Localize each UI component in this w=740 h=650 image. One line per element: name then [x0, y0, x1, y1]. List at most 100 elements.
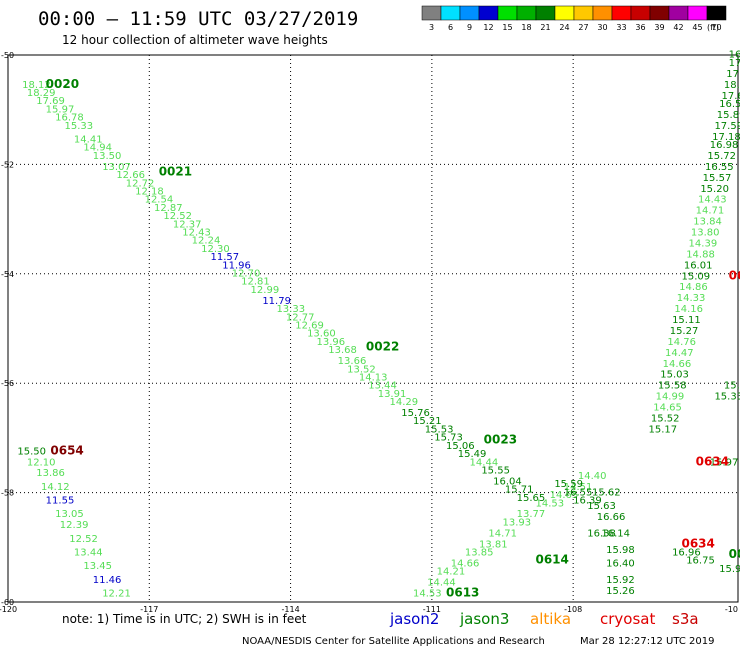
wave-height-value: 12.54 — [145, 195, 174, 206]
wave-height-value: 15.55 — [481, 465, 510, 476]
wave-height-value: 14.43 — [698, 195, 727, 206]
pass-time-label: 0023 — [484, 432, 517, 446]
wave-height-value: 14.71 — [696, 206, 725, 217]
x-tick-label: -114 — [282, 605, 300, 614]
colorbar-swatch — [478, 5, 499, 21]
wave-height-value: 12.10 — [27, 457, 56, 468]
wave-height-value: 16.66 — [597, 512, 626, 523]
wave-height-value: 15.65 — [517, 493, 546, 504]
wave-height-value: 16.78 — [55, 113, 84, 124]
wave-height-value: 14.47 — [665, 348, 694, 359]
wave-height-value: 15.89 — [717, 110, 740, 121]
wave-height-value: 12.70 — [232, 269, 261, 280]
wave-height-value: 17.18 — [712, 132, 740, 143]
wave-height-value: 14.65 — [550, 490, 579, 501]
chart-title: 00:00 – 11:59 UTC 03/27/2019 — [38, 8, 358, 30]
wave-height-value: 17.59 — [714, 121, 740, 132]
colorbar-swatch — [687, 5, 708, 21]
satellite-jason3: jason3 — [459, 610, 509, 628]
wave-height-value: 12.37 — [173, 219, 202, 230]
wave-height-value: 15.33 — [65, 121, 94, 132]
colorbar-swatch — [421, 5, 442, 21]
wave-height-value: 14.99 — [656, 392, 685, 403]
wave-height-value: 11.79 — [262, 296, 291, 307]
satellite-jason2: jason2 — [389, 610, 439, 628]
pass-time-label: 0634 — [681, 536, 714, 550]
wave-height-value: 14.76 — [667, 337, 696, 348]
wave-height-value: 16.14 — [601, 528, 630, 539]
x-tick-label: -117 — [140, 605, 158, 614]
pass-time-label: 063 — [729, 268, 740, 282]
wave-height-value: 15.49 — [458, 449, 487, 460]
wave-height-value: 15.76 — [401, 408, 430, 419]
colorbar-swatch — [497, 5, 518, 21]
wave-height-value: 13.84 — [693, 217, 722, 228]
wave-height-value: 15.57 — [703, 173, 732, 184]
pass-time-label: 0634 — [696, 454, 729, 468]
wave-height-value: 14.13 — [359, 372, 388, 383]
colorbar-legend: 3 6 9 12 15 18 21 24 27 30 33 36 39 42 45 70 — [421, 5, 727, 32]
colorbar-unit: (ft) — [707, 23, 719, 32]
wave-height-value: 16.75 — [686, 556, 715, 567]
wave-height-value: 13.66 — [338, 356, 367, 367]
wave-height-value: 13.44 — [74, 548, 103, 559]
wave-height-value: 15.27 — [670, 326, 699, 337]
colorbar-label: 9 — [467, 23, 472, 32]
wave-height-value: 14.44 — [470, 457, 499, 468]
wave-height-value: 13.93 — [503, 517, 532, 528]
wave-height-value: 11.96 — [222, 260, 251, 271]
wave-height-value: 14.16 — [674, 304, 703, 315]
wave-height-value: 15.21 — [413, 416, 442, 427]
wave-height-value: 15.97 — [46, 104, 75, 115]
wave-height-value: 16.40 — [606, 558, 635, 569]
wave-height-value: 13.96 — [316, 337, 345, 348]
wave-height-value: 15.17 — [649, 424, 678, 435]
wave-height-value: 13.86 — [36, 468, 65, 479]
wave-height-value: 17.62 — [722, 91, 740, 102]
colorbar-label: 12 — [483, 23, 493, 32]
wave-height-value: 15.71 — [505, 485, 534, 496]
colorbar-swatch — [649, 5, 670, 21]
colorbar-label: 15 — [502, 23, 512, 32]
wave-height-value: 12.66 — [116, 170, 145, 181]
wave-height-value: 14.71 — [488, 528, 517, 539]
colorbar-label: 6 — [448, 23, 453, 32]
wave-height-value: 13.50 — [93, 151, 122, 162]
wave-height-value: 15.59 — [554, 479, 583, 490]
pass-time-label: 0614 — [535, 553, 568, 567]
wave-height-value: 12.39 — [60, 520, 89, 531]
colorbar-swatch — [668, 5, 689, 21]
wave-height-value: 16.98 — [710, 140, 739, 151]
wave-height-value: 12.69 — [295, 321, 324, 332]
wave-height-value: 15.09 — [681, 271, 710, 282]
wave-height-value: 13.68 — [328, 345, 357, 356]
wave-height-value: 18.18 — [724, 80, 740, 91]
colorbar-swatch — [554, 5, 575, 21]
colorbar-label: 18 — [521, 23, 531, 32]
wave-height-value: 15.97 — [710, 457, 739, 468]
footer-timestamp: Mar 28 12:27:12 UTC 2019 — [580, 636, 715, 647]
wave-height-value: 15.03 — [660, 370, 689, 381]
wave-height-value: 15.52 — [651, 413, 680, 424]
colorbar-label: 30 — [597, 23, 607, 32]
plot-frame — [7, 54, 739, 603]
wave-height-value: 14.94 — [83, 143, 112, 154]
wave-height-value: 15.33 — [714, 392, 740, 403]
wave-height-value: 13.05 — [55, 509, 84, 520]
colorbar-swatch — [592, 5, 613, 21]
colorbar-label: 27 — [578, 23, 588, 32]
x-tick-label: -111 — [423, 605, 441, 614]
wave-height-value: 14.53 — [413, 589, 442, 600]
wave-height-value: 13.07 — [102, 162, 131, 173]
wave-height-value: 14.53 — [535, 498, 564, 509]
wave-height-value: 14.29 — [389, 397, 418, 408]
wave-height-value: 12.30 — [201, 244, 230, 255]
wave-height-value: 15.58 — [658, 381, 687, 392]
wave-height-value: 13.91 — [378, 389, 407, 400]
colorbar-label: 36 — [635, 23, 645, 32]
wave-height-value: 14.40 — [578, 471, 607, 482]
wave-height-value: 17.69 — [36, 96, 65, 107]
wave-height-value: 12.24 — [192, 236, 221, 247]
colorbar-label: 33 — [616, 23, 626, 32]
pass-time-label: 0021 — [159, 164, 192, 178]
